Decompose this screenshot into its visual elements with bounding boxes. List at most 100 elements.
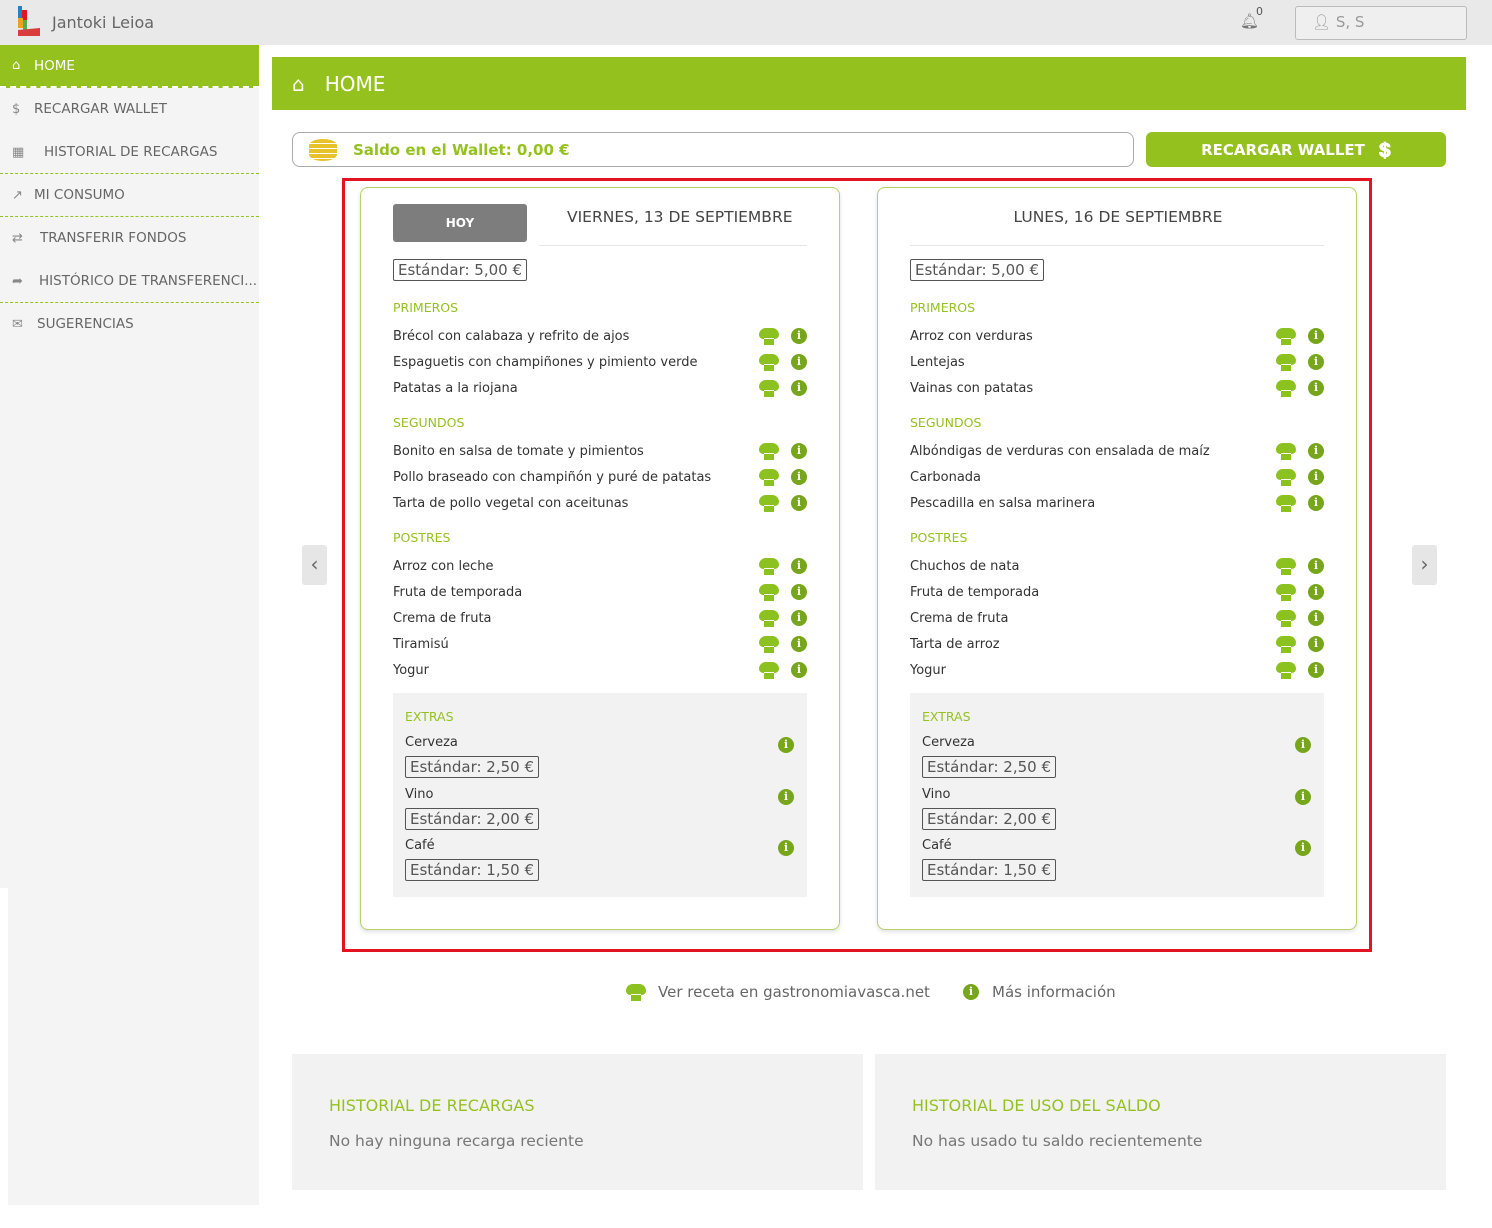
- info-icon[interactable]: i: [1308, 469, 1324, 485]
- info-icon[interactable]: i: [1308, 636, 1324, 652]
- wallet-icon: $: [12, 101, 21, 117]
- user-name: S, S: [1335, 13, 1365, 31]
- chef-hat-icon[interactable]: [759, 495, 779, 512]
- chef-hat-icon[interactable]: [759, 380, 779, 397]
- chef-hat-icon[interactable]: [759, 354, 779, 371]
- menu-item: Fruta de temporada i: [910, 582, 1324, 602]
- info-icon[interactable]: i: [1308, 584, 1324, 600]
- sidebar-item-label: TRANSFERIR FONDOS: [40, 230, 187, 246]
- recargar-wallet-button[interactable]: RECARGAR WALLET 💲︎: [1146, 132, 1446, 167]
- section-title: PRIMEROS: [910, 300, 976, 315]
- chef-hat-icon[interactable]: [759, 469, 779, 486]
- info-icon[interactable]: i: [778, 840, 794, 856]
- chart-icon: ↗: [12, 187, 23, 203]
- section-title: SEGUNDOS: [910, 415, 982, 430]
- extra-name: Cerveza: [405, 735, 458, 750]
- info-icon[interactable]: i: [1308, 558, 1324, 574]
- next-arrow[interactable]: ›: [1412, 545, 1437, 585]
- info-icon[interactable]: i: [791, 662, 807, 678]
- dish-name: Arroz con leche: [393, 558, 494, 574]
- info-icon: i: [963, 984, 979, 1000]
- extra-name: Café: [922, 838, 952, 853]
- menu-item: Pollo braseado con champiñón y puré de p…: [393, 467, 807, 487]
- dish-name: Tarta de arroz: [910, 636, 1000, 652]
- sidebar-item-historial-recargas[interactable]: ▦ HISTORIAL DE RECARGAS: [0, 131, 259, 174]
- info-icon[interactable]: i: [1308, 662, 1324, 678]
- info-icon[interactable]: i: [791, 495, 807, 511]
- dish-name: Tarta de pollo vegetal con aceitunas: [393, 495, 629, 511]
- info-icon[interactable]: i: [1308, 610, 1324, 626]
- chef-hat-icon[interactable]: [1276, 380, 1296, 397]
- info-icon[interactable]: i: [791, 584, 807, 600]
- chef-hat-icon[interactable]: [759, 328, 779, 345]
- dish-name: Lentejas: [910, 354, 965, 370]
- chef-hat-icon[interactable]: [759, 584, 779, 601]
- chef-hat-icon[interactable]: [759, 610, 779, 627]
- user-icon: 👤︎: [1312, 13, 1336, 31]
- dish-name: Chuchos de nata: [910, 558, 1020, 574]
- sidebar-item-mi-consumo[interactable]: ↗ MI CONSUMO: [0, 174, 259, 217]
- chef-hat-icon[interactable]: [759, 636, 779, 653]
- extras-panel: EXTRAS Cerveza i Estándar: 2,50 € Vino i Están…: [910, 693, 1324, 897]
- section-title: SEGUNDOS: [393, 415, 465, 430]
- chef-hat-icon[interactable]: [1276, 354, 1296, 371]
- chef-hat-icon[interactable]: [759, 443, 779, 460]
- info-icon[interactable]: i: [791, 443, 807, 459]
- sidebar-item-home[interactable]: ⌂ HOME: [0, 45, 259, 88]
- chef-hat-icon[interactable]: [1276, 558, 1296, 575]
- info-icon[interactable]: i: [791, 469, 807, 485]
- section-title: PRIMEROS: [393, 300, 459, 315]
- today-badge[interactable]: HOY: [393, 204, 527, 242]
- chef-hat-icon[interactable]: [1276, 443, 1296, 460]
- chef-hat-icon[interactable]: [1276, 610, 1296, 627]
- info-icon[interactable]: i: [1308, 354, 1324, 370]
- extra-price: Estándar: 1,50 €: [922, 859, 1057, 881]
- info-icon[interactable]: i: [791, 354, 807, 370]
- menu-item: Yogur i: [393, 660, 807, 680]
- chef-hat-icon[interactable]: [1276, 469, 1296, 486]
- info-icon[interactable]: i: [791, 380, 807, 396]
- extras-title: EXTRAS: [922, 709, 971, 724]
- info-icon[interactable]: i: [791, 558, 807, 574]
- sidebar-item-transferir-fondos[interactable]: ⇄ TRANSFERIR FONDOS: [0, 217, 259, 260]
- chef-hat-icon[interactable]: [1276, 495, 1296, 512]
- dish-name: Brécol con calabaza y refrito de ajos: [393, 328, 630, 344]
- chef-hat-icon[interactable]: [759, 662, 779, 679]
- info-icon[interactable]: i: [778, 788, 794, 805]
- info-icon[interactable]: i: [1308, 495, 1324, 511]
- sidebar-item-label: HOME: [34, 57, 75, 74]
- extra-price: Estándar: 2,50 €: [922, 756, 1057, 778]
- jantoki-logo: [18, 6, 40, 36]
- chef-hat-icon[interactable]: [1276, 662, 1296, 679]
- info-icon[interactable]: i: [791, 636, 807, 652]
- divider: [910, 245, 1324, 246]
- info-icon[interactable]: i: [1295, 840, 1311, 856]
- notification-count: 0: [1256, 5, 1263, 18]
- user-menu[interactable]: 👤︎ S, S: [1295, 6, 1467, 40]
- info-icon[interactable]: i: [778, 737, 794, 753]
- transfer-icon: ⇄: [12, 230, 23, 246]
- dish-name: Fruta de temporada: [393, 584, 523, 600]
- sidebar-item-recargar-wallet[interactable]: $ RECARGAR WALLET: [0, 88, 259, 131]
- info-icon[interactable]: i: [1308, 328, 1324, 344]
- historial-uso-panel: HISTORIAL DE USO DEL SALDO No has usado t…: [875, 1054, 1446, 1190]
- sidebar-item-sugerencias[interactable]: ✉ SUGERENCIAS: [0, 303, 259, 346]
- chef-hat-icon[interactable]: [1276, 636, 1296, 653]
- menu-card: LUNES, 16 DE SEPTIEMBRE Estándar: 5,00 € P…: [877, 187, 1357, 930]
- info-icon[interactable]: i: [791, 610, 807, 626]
- bell-icon[interactable]: 🔔︎: [1240, 12, 1260, 30]
- menu-item: Crema de fruta i: [393, 608, 807, 628]
- info-icon[interactable]: i: [791, 328, 807, 344]
- info-icon[interactable]: i: [1295, 788, 1311, 805]
- chef-hat-icon[interactable]: [1276, 328, 1296, 345]
- menu-item: Carbonada i: [910, 467, 1324, 487]
- sidebar-item-historico-transferencias[interactable]: ➦ HISTÓRICO DE TRANSFERENCI...: [0, 260, 259, 303]
- info-icon[interactable]: i: [1308, 380, 1324, 396]
- prev-arrow[interactable]: ‹: [302, 545, 327, 585]
- chef-hat-icon[interactable]: [759, 558, 779, 575]
- info-icon[interactable]: i: [1308, 443, 1324, 459]
- chef-hat-icon[interactable]: [1276, 584, 1296, 601]
- info-icon[interactable]: i: [1295, 737, 1311, 753]
- wallet-balance-text: Saldo en el Wallet: 0,00 €: [353, 140, 570, 159]
- sidebar-item-label: SUGERENCIAS: [37, 316, 134, 332]
